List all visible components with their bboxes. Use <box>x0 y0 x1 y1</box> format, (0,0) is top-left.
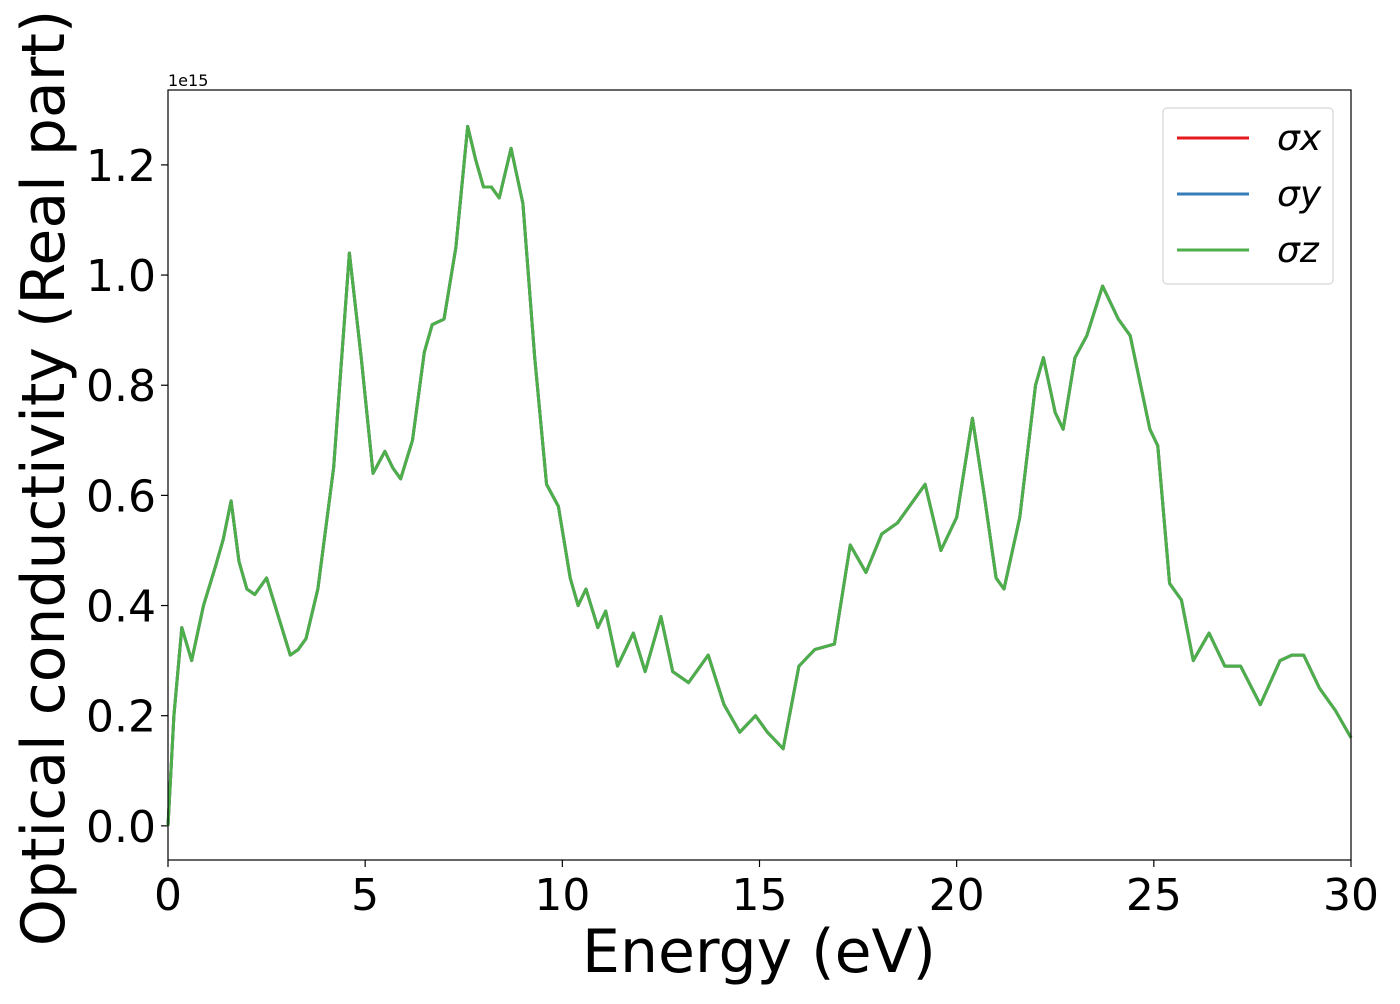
plot-frame <box>167 89 1352 861</box>
x-tick-label: 10 <box>534 870 590 921</box>
legend-label: σy <box>1277 174 1322 215</box>
y-axis-label: Optical conductivity (Real part) <box>9 10 79 947</box>
y-tick-label: 1.0 <box>86 251 156 302</box>
series-line <box>166 124 1353 826</box>
x-tick-label: 25 <box>1126 870 1182 921</box>
legend-label: σz <box>1277 230 1320 271</box>
x-tick-label: 5 <box>351 870 379 921</box>
x-tick-label: 20 <box>929 870 985 921</box>
y-tick-label: 0.8 <box>86 361 156 412</box>
offset-text: 1e15 <box>168 71 208 90</box>
x-tick-label: 30 <box>1323 870 1379 921</box>
x-axis-label: Energy (eV) <box>582 917 936 987</box>
y-tick-label: 0.2 <box>86 692 156 743</box>
x-tick-label: 15 <box>732 870 788 921</box>
x-tick-label: 0 <box>154 870 182 921</box>
y-tick-label: 0.0 <box>86 802 156 853</box>
legend-box <box>1162 107 1334 285</box>
y-tick-label: 0.6 <box>86 471 156 522</box>
y-tick-label: 1.2 <box>86 141 156 192</box>
y-tick-label: 0.4 <box>86 582 156 633</box>
legend-label: σx <box>1277 118 1322 159</box>
